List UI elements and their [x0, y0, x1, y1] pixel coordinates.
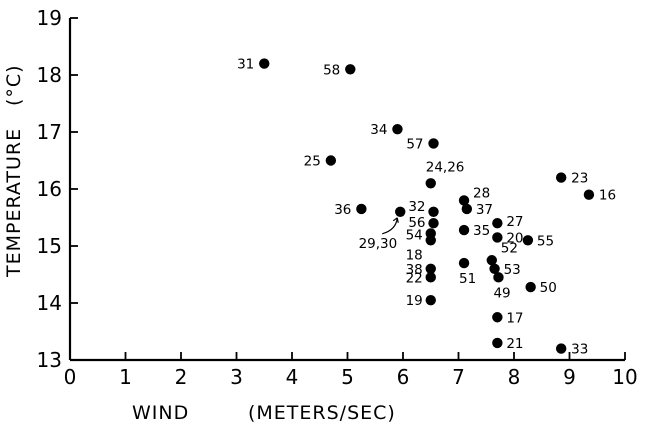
- data-point-label: 36: [334, 202, 351, 218]
- data-point-label: 55: [537, 233, 554, 249]
- annotations: [382, 217, 399, 235]
- data-point-label: 17: [506, 310, 523, 326]
- data-point-label: 25: [304, 154, 321, 170]
- data-point-label: 32: [408, 199, 425, 215]
- y-tick-label: 18: [37, 63, 62, 87]
- y-axis-title-part1: TEMPERATURE: [3, 128, 25, 278]
- data-point-label: 28: [473, 185, 490, 201]
- data-point-label: 33: [571, 342, 588, 358]
- data-point: [461, 203, 473, 215]
- y-tick-label: 14: [37, 291, 62, 315]
- data-point-label: 49: [493, 285, 510, 301]
- data-point-label: 27: [506, 214, 523, 230]
- y-tick-label: 15: [37, 234, 62, 258]
- x-tick-label: 8: [508, 365, 521, 389]
- data-point: [492, 337, 503, 349]
- data-point: [428, 218, 439, 229]
- data-point: [425, 272, 436, 283]
- data-point-label: 23: [571, 171, 588, 187]
- data-point: [428, 206, 439, 217]
- data-point-label: 56: [408, 215, 425, 231]
- x-tick-label: 4: [286, 365, 299, 389]
- data-point: [345, 64, 356, 75]
- data-point-label: 21: [506, 336, 523, 352]
- data-point-label: 31: [237, 57, 254, 73]
- data-point: [425, 294, 436, 306]
- data-point-label: 20: [506, 230, 523, 246]
- data-point: [555, 172, 567, 183]
- data-point: [356, 203, 367, 215]
- x-axis-title-part2: (METERS/SEC): [248, 402, 396, 424]
- data-point-label: 58: [323, 62, 340, 78]
- x-tick-label: 7: [452, 365, 465, 389]
- y-tick-label: 17: [37, 120, 62, 144]
- data-point-label: 35: [473, 223, 490, 239]
- x-axis-title-part1: WIND: [132, 402, 189, 424]
- data-point: [425, 235, 436, 246]
- data-point: [425, 178, 436, 189]
- x-tick-label: 6: [397, 365, 410, 389]
- data-point-label: 24,26: [426, 159, 465, 175]
- data-point: [395, 206, 406, 217]
- data-point-label: 53: [504, 262, 521, 278]
- data-point: [492, 312, 503, 323]
- y-tick-label: 16: [37, 177, 62, 201]
- y-ticks: 13 14 15 16 17 18 19: [37, 6, 78, 372]
- data-points: [259, 58, 595, 354]
- y-tick-label: 19: [37, 6, 62, 30]
- data-point-label: 52: [501, 240, 518, 256]
- data-point-label: 57: [406, 136, 423, 152]
- data-point: [555, 343, 567, 354]
- data-point: [392, 123, 403, 135]
- data-point: [325, 155, 337, 166]
- y-axis-title-part2: (°C): [3, 64, 25, 106]
- data-point: [486, 255, 497, 266]
- data-point: [425, 263, 436, 274]
- data-point-label: 50: [540, 280, 557, 296]
- x-tick-label: 9: [563, 365, 576, 389]
- x-tick-label: 10: [612, 365, 637, 389]
- data-point: [428, 138, 439, 149]
- data-point-label: 16: [599, 188, 616, 204]
- data-point: [525, 281, 536, 293]
- arrow-29-30: [382, 217, 399, 235]
- data-point-label: 29,30: [359, 236, 398, 252]
- data-point-label: 38: [406, 262, 423, 278]
- data-point: [492, 218, 503, 229]
- data-point-label: 54: [406, 227, 423, 243]
- data-point: [259, 58, 270, 69]
- data-point: [458, 224, 470, 236]
- data-point: [458, 257, 470, 269]
- x-ticks: 0 1 2 3 4 5 6 7 8 9 10: [64, 352, 638, 389]
- data-point-label: 37: [476, 202, 493, 218]
- data-point: [492, 232, 503, 243]
- x-tick-label: 0: [64, 365, 77, 389]
- data-point: [583, 189, 595, 200]
- data-point-label: 18: [406, 247, 423, 263]
- y-tick-label: 13: [37, 348, 62, 372]
- data-point: [489, 263, 500, 274]
- data-point: [522, 235, 534, 246]
- x-tick-label: 3: [230, 365, 243, 389]
- x-tick-label: 2: [175, 365, 188, 389]
- data-point-label: 34: [370, 122, 387, 138]
- data-point: [493, 272, 504, 283]
- x-tick-label: 5: [341, 365, 354, 389]
- data-point: [458, 195, 470, 206]
- data-point-label: 22: [406, 270, 423, 286]
- data-point-label: 19: [406, 293, 423, 309]
- x-tick-label: 1: [119, 365, 132, 389]
- data-point-label: 51: [459, 271, 476, 287]
